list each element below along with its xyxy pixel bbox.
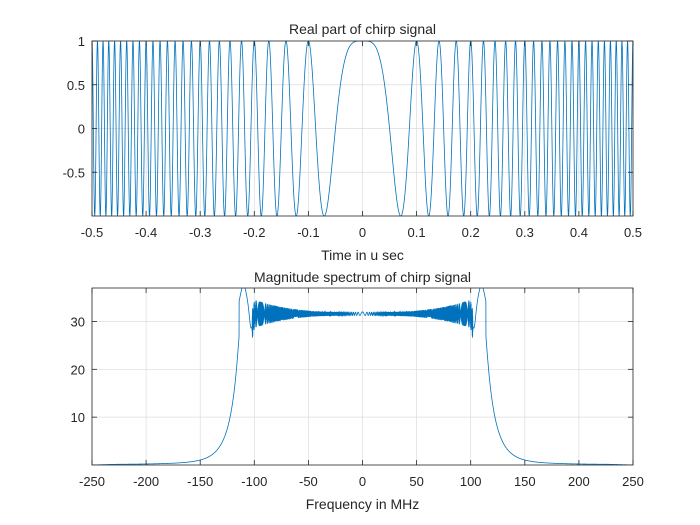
y-tick-label: 30	[71, 314, 85, 329]
x-tick-label: -0.2	[243, 225, 265, 240]
x-tick-label: -50	[299, 474, 318, 489]
x-tick-label: -0.1	[297, 225, 319, 240]
y-tick-label: 0	[78, 122, 85, 137]
x-tick-label: -0.4	[135, 225, 157, 240]
y-tick-label: 0.5	[67, 78, 85, 93]
y-tick-label: 1	[78, 34, 85, 49]
x-tick-label: 50	[409, 474, 423, 489]
x-tick-label: 250	[622, 474, 644, 489]
x-tick-label: 0.3	[516, 225, 534, 240]
x-tick-label: 0	[359, 225, 366, 240]
x-tick-label: 0.2	[462, 225, 480, 240]
y-tick-label: -0.5	[63, 165, 85, 180]
x-tick-label: 0	[359, 474, 366, 489]
spectrum-line	[92, 288, 633, 465]
y-tick-label: 10	[71, 410, 85, 425]
chirp-time-axes: -0.5 -0.4 -0.3 -0.2 -0.1 0 0.1 0.2 0.3 0.4 0.5 -0.5…	[63, 21, 642, 263]
x-tick-label: 0.5	[624, 225, 642, 240]
x-tick-label: 100	[460, 474, 482, 489]
ticks: -0.5 -0.4 -0.3 -0.2 -0.1 0 0.1 0.2 0.3 0.4 0.5 -0.5…	[63, 34, 642, 240]
x-axis-label: Time in u sec	[321, 247, 404, 263]
x-axis-label: Frequency in MHz	[306, 496, 420, 512]
series	[92, 41, 633, 216]
x-tick-label: 0.1	[408, 225, 426, 240]
x-tick-label: -150	[187, 474, 213, 489]
x-tick-label: -0.5	[81, 225, 103, 240]
x-tick-label: -100	[241, 474, 267, 489]
chirp-signal-line	[92, 41, 633, 216]
x-tick-label: 150	[514, 474, 536, 489]
chart-title: Real part of chirp signal	[289, 21, 436, 37]
y-tick-label: 20	[71, 362, 85, 377]
x-tick-label: 200	[568, 474, 590, 489]
series	[92, 288, 633, 465]
spectrum-axes: -250 -200 -150 -100 -50 0 50 100 150 200 250 10 20 30…	[71, 269, 644, 512]
x-tick-label: 0.4	[570, 225, 588, 240]
x-tick-label: -250	[79, 474, 105, 489]
x-tick-label: -0.3	[189, 225, 211, 240]
chart-title: Magnitude spectrum of chirp signal	[254, 269, 471, 285]
x-tick-label: -200	[133, 474, 159, 489]
ticks: -250 -200 -150 -100 -50 0 50 100 150 200 250 10 20 30	[71, 288, 644, 489]
